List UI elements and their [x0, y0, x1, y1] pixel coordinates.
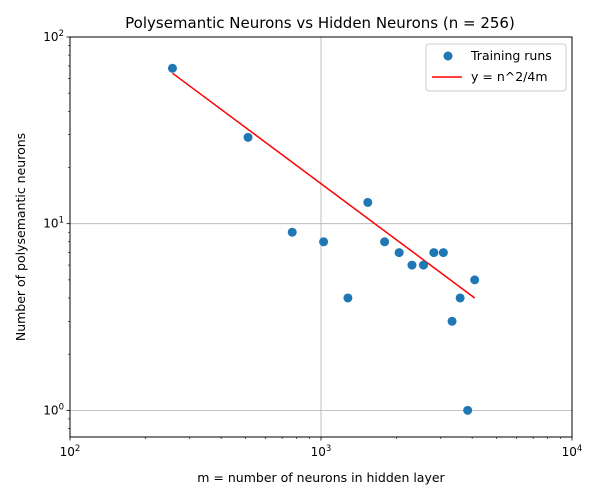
axis-ticks: 102 103 104 100 101 102: [43, 29, 582, 459]
y-tick-label: 102: [43, 29, 64, 44]
chart-title: Polysemantic Neurons vs Hidden Neurons (…: [125, 14, 515, 32]
legend: Training runs y = n^2/4m: [425, 43, 567, 92]
fit-line-layer: [172, 72, 476, 299]
data-point: [287, 227, 297, 237]
x-tick-label: 104: [562, 444, 583, 459]
y-tick-label: 100: [43, 402, 64, 417]
data-point: [407, 260, 417, 270]
data-point: [380, 237, 390, 247]
data-point: [429, 248, 439, 258]
data-point: [394, 248, 404, 258]
data-point: [455, 293, 465, 303]
data-point: [363, 197, 373, 207]
legend-label-fit-line: y = n^2/4m: [471, 69, 548, 84]
y-tick-label: 101: [43, 216, 64, 231]
data-point: [319, 237, 329, 247]
fit-line: [172, 72, 476, 299]
data-point: [243, 132, 253, 142]
data-point: [438, 248, 448, 258]
data-point: [167, 63, 177, 73]
y-axis-label: Number of polysemantic neurons: [13, 133, 28, 341]
x-tick-label: 103: [311, 444, 332, 459]
x-axis-label: m = number of neurons in hidden layer: [197, 470, 445, 485]
legend-box: [425, 43, 567, 92]
legend-label-training-runs: Training runs: [470, 48, 552, 63]
x-tick-label: 102: [60, 444, 81, 459]
data-point: [463, 405, 473, 415]
legend-marker-training-runs: [443, 51, 453, 61]
data-point: [418, 260, 428, 270]
data-point: [343, 293, 353, 303]
data-point: [470, 275, 480, 285]
data-point: [447, 316, 457, 326]
data-points: [167, 63, 480, 415]
